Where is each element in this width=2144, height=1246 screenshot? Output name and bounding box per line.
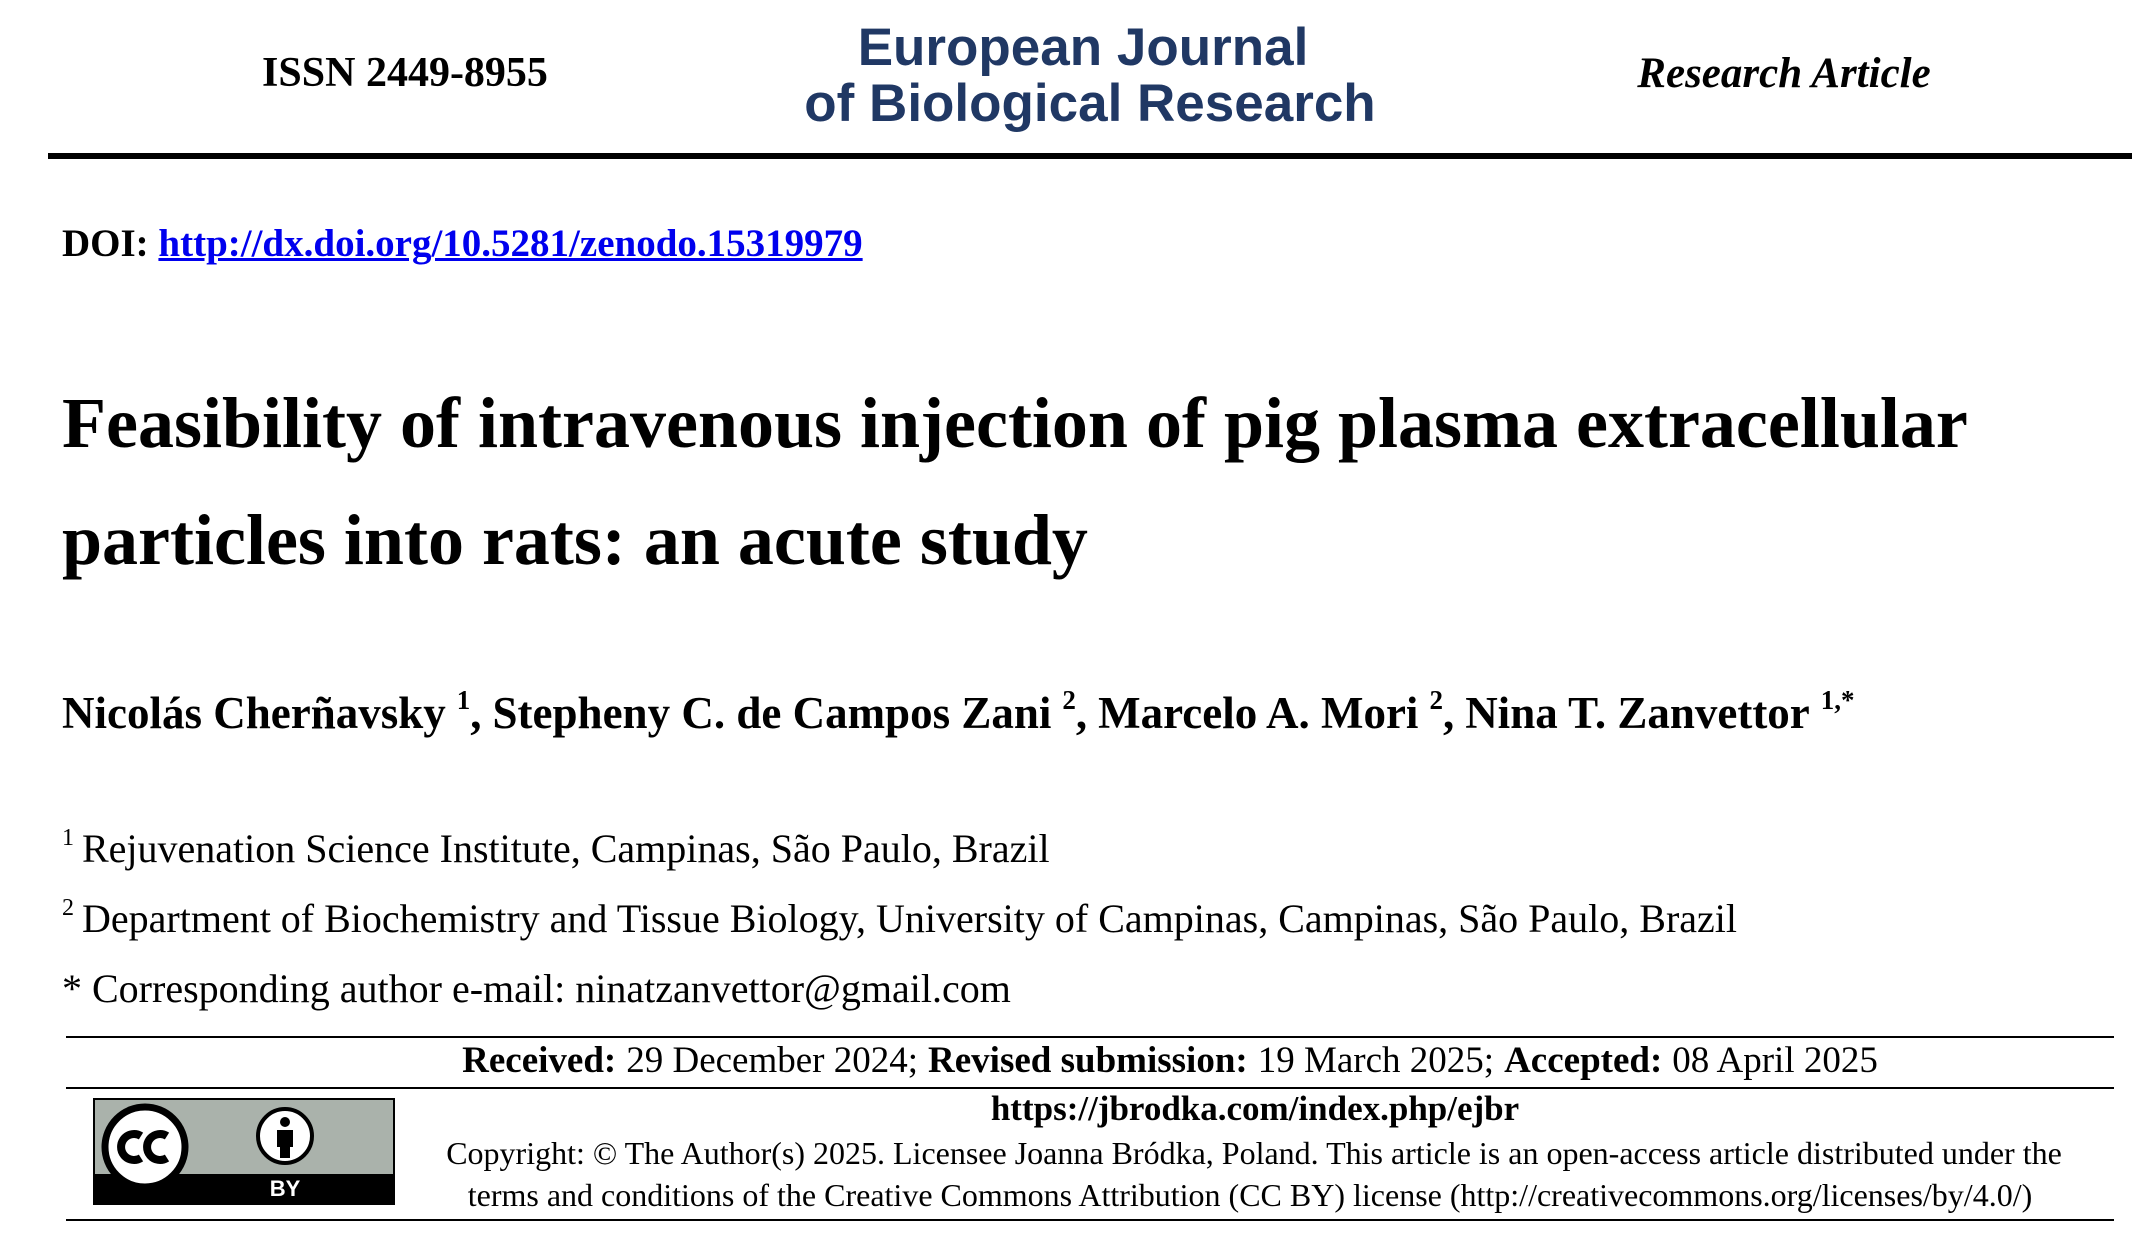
author-name: Stepheny C. de Campos Zani (492, 688, 1052, 738)
header-rule (48, 153, 2132, 159)
affiliation-text: Rejuvenation Science Institute, Campinas… (82, 826, 1050, 871)
journal-line: of Biological Research (804, 74, 1376, 133)
author-affiliation: 2 (1429, 685, 1443, 716)
date-label: Accepted: (1504, 1040, 1663, 1081)
corresponding: * Corresponding author e-mail: ninatzanve… (62, 954, 1737, 1024)
dates: Received: 29 December 2024; Revised submis… (462, 1039, 1878, 1083)
author: Nina T. Zanvettor 1,* (1465, 685, 1855, 738)
author-separator: , (470, 688, 482, 738)
date-value: 19 March 2025; (1257, 1040, 1495, 1081)
affiliation-text: Department of Biochemistry and Tissue Bi… (82, 896, 1738, 941)
badge-label: BY (270, 1176, 301, 1201)
doi: DOI: http://dx.doi.org/10.5281/zenodo.15… (62, 221, 863, 268)
author-separator: , (1442, 688, 1455, 738)
author-name: Nicolás Cherñavsky (62, 688, 446, 738)
affiliation: 2 Department of Biochemistry and Tissue B… (62, 884, 1737, 954)
title-line: particles into rats: an acute study (62, 500, 1088, 580)
title-line: Feasibility of intravenous injection of … (62, 383, 1968, 463)
rule (66, 1219, 2114, 1221)
authors: Nicolás Cherñavsky 1, Stepheny C. de Campo… (62, 686, 1855, 740)
author-name: Nina T. Zanvettor (1465, 688, 1810, 738)
doi-label: DOI: (62, 222, 149, 265)
author-affiliation: 1,* (1820, 685, 1855, 716)
affiliation-mark: 2 (62, 895, 74, 922)
issn: ISSN 2449-8955 (262, 50, 548, 96)
author-affiliation: 1 (456, 685, 471, 716)
date-value: 29 December 2024; (626, 1040, 919, 1081)
doi-link[interactable]: http://dx.doi.org/10.5281/zenodo.1531997… (158, 222, 863, 265)
cc-by-badge: BY (93, 1098, 395, 1205)
author-name: Marcelo A. Mori (1098, 688, 1419, 738)
copyright-line: terms and conditions of the Creative Com… (467, 1177, 2033, 1213)
date-label: Received: (462, 1040, 617, 1081)
author: Stepheny C. de Campos Zani 2, (492, 685, 1088, 738)
author: Marcelo A. Mori 2, (1098, 685, 1455, 738)
article-type: Research Article (1637, 50, 1931, 97)
affiliation: 1 Rejuvenation Science Institute, Campina… (62, 814, 1737, 884)
journal-url[interactable]: https://jbrodka.com/index.php/ejbr (990, 1089, 1520, 1128)
date-value: 08 April 2025 (1672, 1040, 1878, 1081)
rule (66, 1087, 2114, 1089)
author-affiliation: 2 (1062, 685, 1076, 716)
affiliation-mark: 1 (62, 825, 74, 852)
date-label: Revised submission: (928, 1040, 1248, 1081)
journal-line: European Journal (857, 18, 1309, 77)
rule (66, 1036, 2114, 1038)
affiliations: 1 Rejuvenation Science Institute, Campina… (62, 814, 1737, 1024)
author: Nicolás Cherñavsky 1, (62, 685, 482, 738)
corresponding-text: Corresponding author e-mail: ninatzanvet… (92, 966, 1011, 1011)
copyright-line: Copyright: © The Author(s) 2025. License… (446, 1135, 2062, 1171)
author-separator: , (1075, 688, 1088, 738)
corresponding-mark: * (62, 966, 82, 1011)
